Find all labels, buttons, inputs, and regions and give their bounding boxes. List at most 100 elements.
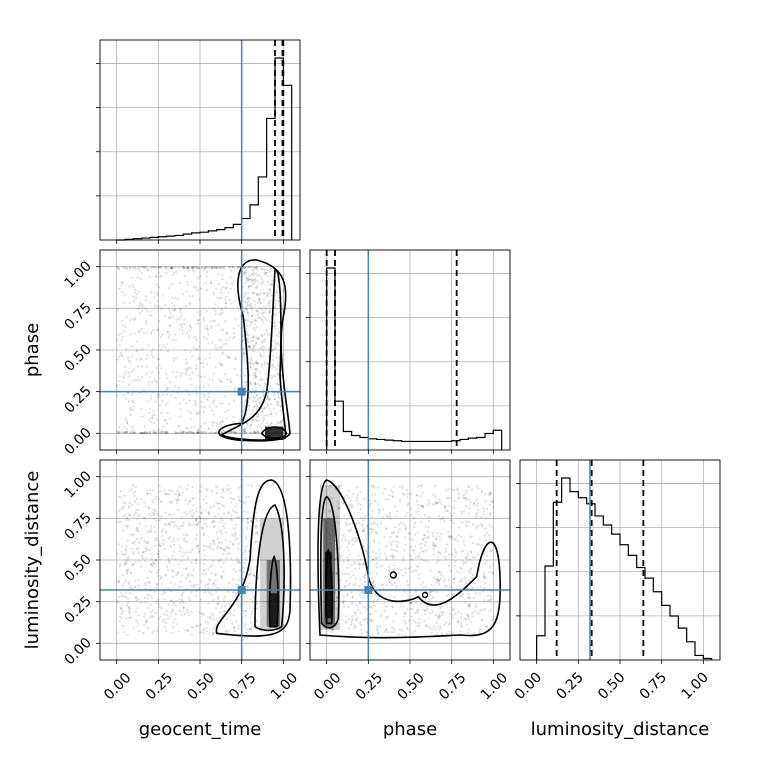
panel-geocent-time-vs-luminosity-distance-point [169, 599, 172, 602]
panel-geocent-time-vs-luminosity-distance-point [246, 511, 249, 514]
panel-phase-vs-luminosity-distance-point [490, 525, 493, 528]
panel-phase-vs-luminosity-distance-point [424, 585, 428, 588]
panel-geocent-time-vs-phase-point [175, 356, 178, 360]
panel-geocent-time-vs-phase-point [132, 286, 135, 289]
panel-geocent-time-vs-phase-point [262, 392, 265, 395]
panel-phase-vs-luminosity-distance-point [361, 591, 364, 594]
panel-phase-vs-luminosity-distance-point [351, 617, 354, 620]
panel-phase-vs-luminosity-distance-point [350, 621, 353, 624]
panel-geocent-time-vs-phase-point [268, 312, 271, 315]
panel-geocent-time-vs-luminosity-distance-point [246, 521, 250, 524]
panel-geocent-time-vs-luminosity-distance-point [136, 537, 139, 541]
panel-geocent-time-vs-luminosity-distance-point [174, 492, 178, 496]
panel-phase-vs-luminosity-distance-point [378, 511, 381, 514]
panel-phase-vs-luminosity-distance-point [329, 485, 332, 488]
panel-phase-vs-luminosity-distance-point [434, 501, 437, 504]
panel-geocent-time-vs-phase-point [251, 395, 255, 398]
panel-geocent-time-vs-luminosity-distance-point [161, 528, 164, 531]
panel-geocent-time-vs-luminosity-distance-point [179, 494, 182, 497]
panel-geocent-time-vs-phase-point [269, 398, 272, 401]
panel-phase-vs-luminosity-distance-point [486, 554, 489, 557]
panel-phase-vs-luminosity-distance-point [439, 538, 442, 541]
panel-geocent-time-vs-phase-point [147, 344, 150, 347]
panel-geocent-time-vs-luminosity-distance-point [191, 513, 194, 517]
panel-geocent-time-vs-phase-point [137, 307, 140, 310]
panel-geocent-time-vs-phase-point [146, 268, 149, 271]
panel-geocent-time-vs-luminosity-distance-point [123, 581, 126, 584]
panel-geocent-time-vs-luminosity-distance-point [210, 612, 213, 615]
panel-phase-vs-luminosity-distance-point [347, 583, 350, 586]
panel-phase-vs-luminosity-distance-point [384, 552, 387, 555]
panel-geocent-time-vs-phase-point [162, 294, 165, 297]
panel-geocent-time-vs-luminosity-distance-point [191, 548, 194, 551]
panel-phase-vs-luminosity-distance-point [435, 501, 439, 504]
panel-geocent-time-vs-phase-point [139, 277, 142, 281]
panel-phase-vs-luminosity-distance-point [489, 595, 493, 598]
panel-geocent-time-vs-phase-point [248, 373, 251, 377]
panel-geocent-time-vs-luminosity-distance-point [213, 627, 216, 630]
panel-geocent-time-vs-phase-point [188, 336, 191, 339]
panel-phase-vs-luminosity-distance-point [465, 498, 468, 501]
panel-geocent-time-vs-phase-point [116, 431, 119, 434]
panel-geocent-time-vs-luminosity-distance-point [116, 552, 119, 555]
panel-geocent-time-vs-phase-point [272, 394, 275, 397]
panel-geocent-time-vs-phase-point [277, 393, 280, 397]
panel-phase-vs-luminosity-distance-point [468, 618, 471, 621]
panel-geocent-time-vs-phase-point [246, 304, 249, 307]
panel-phase-vs-luminosity-distance-point [413, 526, 416, 529]
panel-geocent-time-vs-phase-point [190, 266, 194, 269]
panel-phase-vs-luminosity-distance-point [472, 503, 476, 506]
panel-geocent-time-vs-phase-point [166, 330, 170, 333]
panel-phase-vs-luminosity-distance-point [458, 572, 462, 575]
panel-geocent-time-vs-luminosity-distance-point [142, 516, 146, 520]
panel-geocent-time-vs-phase-point [262, 418, 266, 421]
panel-geocent-time-vs-luminosity-distance-point [257, 576, 260, 580]
panel-phase-vs-luminosity-distance-point [416, 608, 419, 611]
panel-geocent-time-vs-phase-point [150, 395, 153, 398]
panel-phase-vs-luminosity-distance-point [389, 517, 392, 520]
panel-phase-vs-luminosity-distance-point [470, 535, 473, 538]
panel-geocent-time-vs-luminosity-distance-point [225, 545, 228, 548]
panel-geocent-time-vs-phase-point [195, 339, 198, 342]
panel-geocent-time-vs-phase-point [164, 384, 167, 388]
panel-geocent-time-vs-phase-point [251, 362, 254, 366]
panel-phase-vs-luminosity-distance-point [466, 623, 469, 626]
panel-geocent-time-vs-phase-point [206, 328, 209, 331]
panel-geocent-time-vs-phase-point [185, 362, 188, 365]
panel-geocent-time-vs-luminosity-distance-point [234, 538, 237, 542]
panel-phase-vs-luminosity-distance-point [399, 521, 403, 524]
panel-phase-vs-luminosity-distance-point [412, 619, 415, 622]
panel-geocent-time-vs-phase-point [255, 293, 258, 296]
panel-geocent-time-vs-luminosity-distance-point [244, 614, 247, 618]
panel-phase-vs-luminosity-distance-point [386, 631, 390, 634]
panel-geocent-time-vs-phase-point [207, 266, 210, 269]
panel-phase-vs-luminosity-distance-point [359, 620, 362, 624]
panel-geocent-time-vs-phase-point [132, 432, 135, 435]
panel-phase-vs-luminosity-distance-point [390, 489, 393, 492]
panel-geocent-time-vs-phase-point [215, 266, 218, 269]
panel-geocent-time-vs-phase-point [212, 291, 215, 294]
panel-geocent-time-vs-phase-point [141, 303, 144, 306]
panel-geocent-time-vs-phase-point [253, 374, 256, 377]
panel-phase-vs-luminosity-distance-point [451, 514, 454, 517]
panel-geocent-time-vs-phase-point [166, 387, 169, 390]
panel-geocent-time-vs-phase-point [252, 430, 256, 433]
panel-geocent-time-vs-phase-point [132, 405, 135, 408]
panel-phase-vs-luminosity-distance-point [434, 538, 438, 541]
panel-geocent-time-vs-phase-point [261, 377, 264, 381]
panel-geocent-time-vs-phase-point [266, 362, 269, 365]
panel-geocent-time-vs-phase-point [270, 421, 273, 425]
panel-geocent-time-vs-phase-point [121, 380, 124, 383]
panel-geocent-time-vs-phase-point [228, 266, 231, 269]
panel-geocent-time-vs-luminosity-distance-point [227, 510, 230, 514]
panel-geocent-time-vs-luminosity-distance-point [150, 596, 154, 599]
panel-phase-vs-luminosity-distance-point [357, 561, 360, 564]
panel-geocent-time-vs-phase-point [214, 266, 217, 269]
panel-geocent-time-vs-phase-point [275, 323, 278, 327]
panel-geocent-time-vs-luminosity-distance-point [213, 542, 216, 545]
panel-geocent-time-vs-phase-point [202, 316, 205, 320]
panel-geocent-time-vs-phase-point [153, 431, 156, 434]
panel-geocent-time-vs-phase-point [200, 400, 203, 403]
panel-geocent-time-vs-phase-point [118, 344, 121, 347]
panel-geocent-time-vs-phase-point [141, 265, 145, 269]
